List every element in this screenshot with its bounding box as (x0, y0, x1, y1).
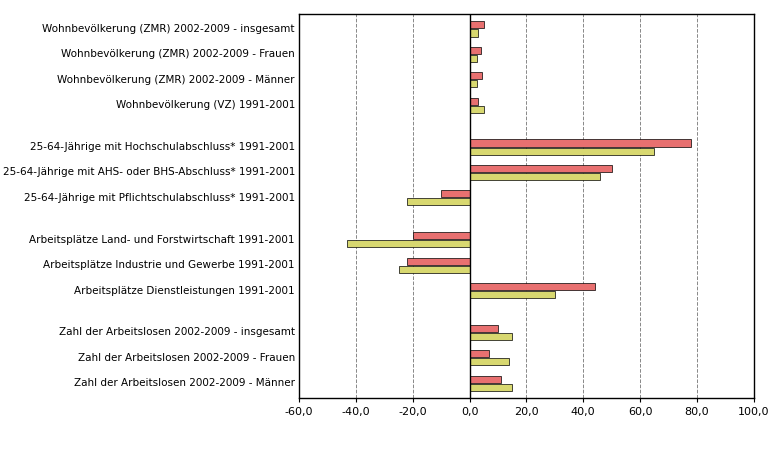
Bar (469, 283, 594, 290)
Bar (469, 29, 478, 37)
Bar (407, 257, 469, 265)
Bar (469, 147, 654, 155)
Bar (469, 325, 498, 332)
Bar (469, 72, 483, 79)
Bar (469, 47, 481, 54)
Bar (469, 22, 484, 28)
Bar (469, 106, 484, 113)
Bar (469, 376, 501, 383)
Bar (469, 165, 611, 172)
Bar (469, 139, 692, 147)
Bar (399, 266, 469, 273)
Bar (469, 98, 478, 104)
Bar (407, 198, 469, 206)
Bar (469, 350, 490, 357)
Bar (469, 55, 477, 62)
Bar (469, 291, 555, 298)
Bar (469, 173, 601, 180)
Bar (441, 190, 469, 197)
Bar (469, 80, 477, 87)
Bar (469, 333, 512, 340)
Bar (413, 232, 469, 239)
Bar (347, 240, 469, 247)
Bar (469, 384, 512, 391)
Bar (469, 358, 510, 365)
